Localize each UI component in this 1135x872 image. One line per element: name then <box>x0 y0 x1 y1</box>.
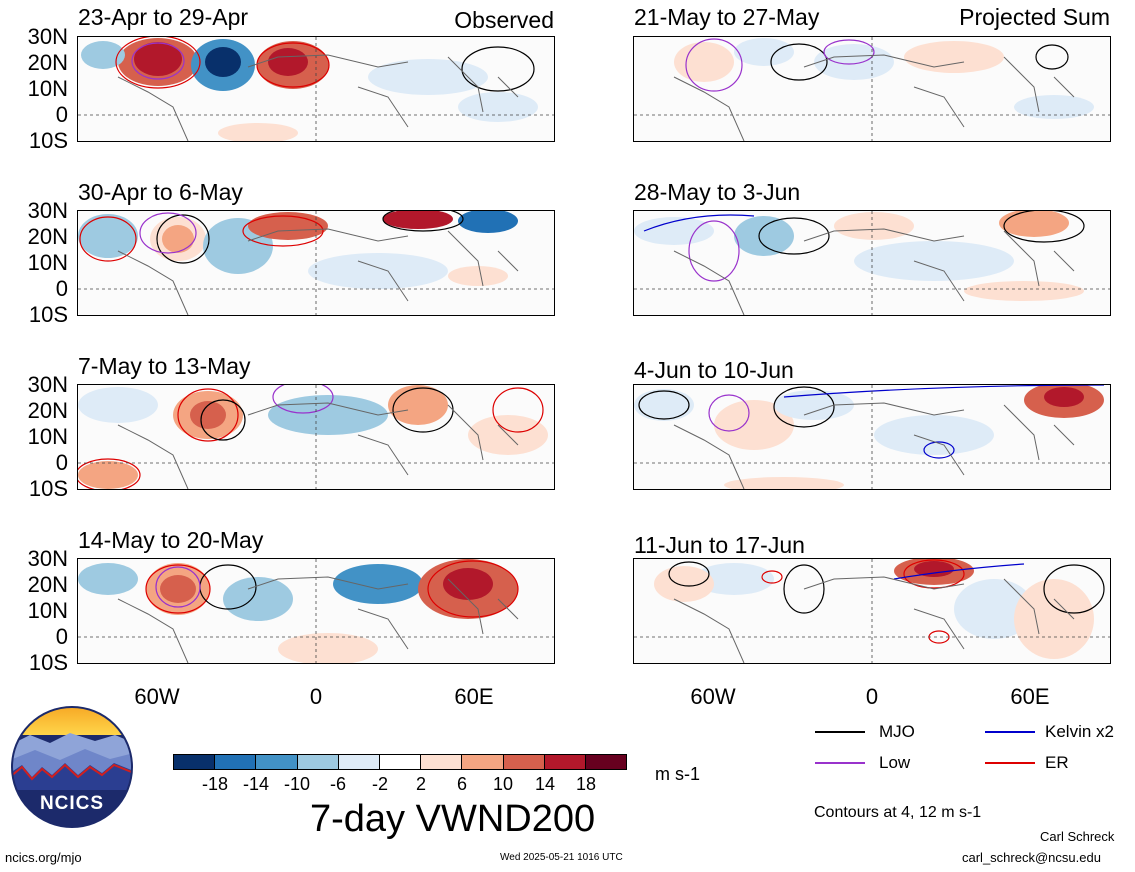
panel-title-1: 23-Apr to 29-Apr <box>78 4 249 30</box>
colorbar-tick: 14 <box>534 774 556 794</box>
lat-tick: 0 <box>55 450 68 475</box>
colorbar-swatch <box>503 755 545 769</box>
lat-tick: 30N <box>27 546 68 571</box>
lon-tick-left: 60W <box>134 684 180 709</box>
colorbar-swatch <box>379 755 422 769</box>
map-panel-6 <box>633 210 1111 316</box>
legend: MJO Kelvin x2 Low ER <box>815 721 1125 781</box>
colorbar-tick: -18 <box>201 774 228 794</box>
lat-tick: 10N <box>27 250 68 275</box>
panel-title-8: 11-Jun to 17-Jun <box>634 532 805 558</box>
lon-tick-right: 0 <box>865 684 879 709</box>
colorbar-swatch <box>174 755 216 769</box>
map-panel-1 <box>77 36 555 142</box>
lat-tick: 20N <box>27 398 68 423</box>
lat-tick: 10S <box>28 650 68 675</box>
lat-tick: 30N <box>27 198 68 223</box>
lat-tick: 10S <box>28 128 68 153</box>
lon-tick-left: 60E <box>454 684 494 709</box>
legend-label-low: Low <box>879 753 911 772</box>
logo-text: NCICS <box>39 793 105 814</box>
legend-label-kelvin: Kelvin x2 <box>1045 722 1114 741</box>
lon-tick-right: 60E <box>1010 684 1050 709</box>
colorbar-units: m s-1 <box>655 764 700 784</box>
legend-label-er: ER <box>1045 753 1069 772</box>
lat-tick: 10N <box>27 76 68 101</box>
map-panel-7 <box>633 384 1111 490</box>
panel-title-3: 7-May to 13-May <box>78 353 251 379</box>
colorbar <box>173 754 627 770</box>
colorbar-swatch <box>585 755 627 769</box>
legend-swatch-kelvin <box>985 731 1035 733</box>
ncics-logo: NCICS <box>10 705 134 829</box>
projected-sum-label: Projected Sum <box>959 4 1110 30</box>
colorbar-swatch <box>421 755 463 769</box>
observed-label: Observed <box>454 7 554 33</box>
colorbar-tick: -10 <box>283 774 310 794</box>
panel-title-2: 30-Apr to 6-May <box>78 179 243 205</box>
panel-title-6: 28-May to 3-Jun <box>634 179 801 205</box>
lat-tick: 10S <box>28 476 68 501</box>
lat-tick: 0 <box>55 102 68 127</box>
lat-tick: 20N <box>27 50 68 75</box>
footer-url: ncics.org/mjo <box>5 850 82 865</box>
lat-tick: 30N <box>27 372 68 397</box>
legend-swatch-er <box>985 762 1035 764</box>
panel-title-5: 21-May to 27-May <box>634 4 820 30</box>
colorbar-swatch <box>462 755 504 769</box>
colorbar-tick: -6 <box>329 774 346 794</box>
lat-tick: 0 <box>55 276 68 301</box>
colorbar-tick: 2 <box>415 774 426 794</box>
legend-swatch-low <box>815 762 865 764</box>
colorbar-swatch <box>297 755 339 769</box>
map-panel-4 <box>77 558 555 664</box>
main-title: 7-day VWND200 <box>310 798 596 840</box>
colorbar-swatch <box>256 755 298 769</box>
colorbar-tick: -2 <box>371 774 388 794</box>
panel-title-4: 14-May to 20-May <box>78 527 264 553</box>
colorbar-tick: -14 <box>242 774 269 794</box>
lat-tick: 20N <box>27 224 68 249</box>
colorbar-swatch <box>544 755 586 769</box>
lon-tick-right: 60W <box>690 684 736 709</box>
contours-note: Contours at 4, 12 m s-1 <box>814 804 982 821</box>
colorbar-tick: 18 <box>575 774 597 794</box>
colorbar-swatch <box>215 755 257 769</box>
lat-tick: 10S <box>28 302 68 327</box>
lat-tick: 30N <box>27 24 68 49</box>
panel-title-7: 4-Jun to 10-Jun <box>634 357 794 383</box>
footer-email: carl_schreck@ncsu.edu <box>962 850 1101 865</box>
footer-author: Carl Schreck <box>1040 829 1115 844</box>
colorbar-swatch <box>338 755 380 769</box>
footer-timestamp: Wed 2025-05-21 1016 UTC <box>500 852 623 863</box>
lat-tick: 0 <box>55 624 68 649</box>
lat-tick: 20N <box>27 572 68 597</box>
colorbar-tick: 6 <box>456 774 467 794</box>
map-panel-5 <box>633 36 1111 142</box>
map-panel-2 <box>77 210 555 316</box>
lat-tick: 10N <box>27 424 68 449</box>
colorbar-tick: 10 <box>492 774 514 794</box>
legend-label-mjo: MJO <box>879 722 915 741</box>
map-panel-8 <box>633 558 1111 664</box>
map-panel-3 <box>77 384 555 490</box>
lat-tick: 10N <box>27 598 68 623</box>
legend-swatch-mjo <box>815 731 865 733</box>
lon-tick-left: 0 <box>309 684 323 709</box>
